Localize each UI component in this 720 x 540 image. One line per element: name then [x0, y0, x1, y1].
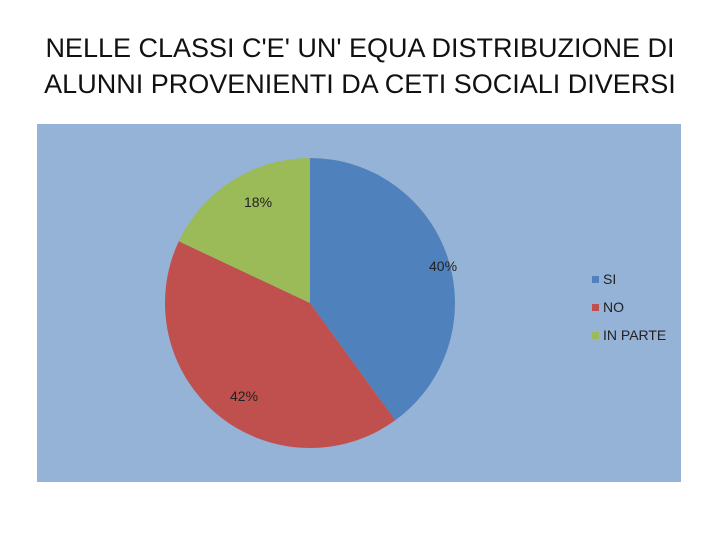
pie-slice-no: [164, 241, 396, 449]
legend-label: SI: [603, 271, 617, 287]
legend-label: IN PARTE: [603, 327, 667, 343]
legend-item-no: NO: [592, 293, 666, 321]
data-label-no: 42%: [230, 388, 258, 404]
pie-chart: 40% 42% 18%: [37, 124, 681, 482]
chart-title-line-1: NELLE CLASSI C'E' UN' EQUA DISTRIBUZIONE…: [45, 33, 675, 63]
chart-legend: SI NO IN PARTE: [592, 265, 666, 349]
chart-title-line-2: ALUNNI PROVENIENTI DA CETI SOCIALI DIVER…: [44, 69, 676, 99]
legend-swatch: [592, 303, 599, 311]
chart-title: NELLE CLASSI C'E' UN' EQUA DISTRIBUZIONE…: [0, 30, 720, 102]
legend-label: NO: [603, 299, 624, 315]
pie-slice-si: [310, 158, 456, 421]
legend-item-in-parte: IN PARTE: [592, 321, 666, 349]
data-label-in-parte: 18%: [244, 194, 272, 210]
legend-swatch: [592, 331, 599, 339]
chart-plot-area: 40% 42% 18% SI NO IN PARTE: [37, 124, 681, 482]
legend-item-si: SI: [592, 265, 666, 293]
data-label-si: 40%: [429, 258, 457, 274]
legend-swatch: [592, 275, 599, 283]
pie-slice-in-parte: [178, 158, 310, 303]
